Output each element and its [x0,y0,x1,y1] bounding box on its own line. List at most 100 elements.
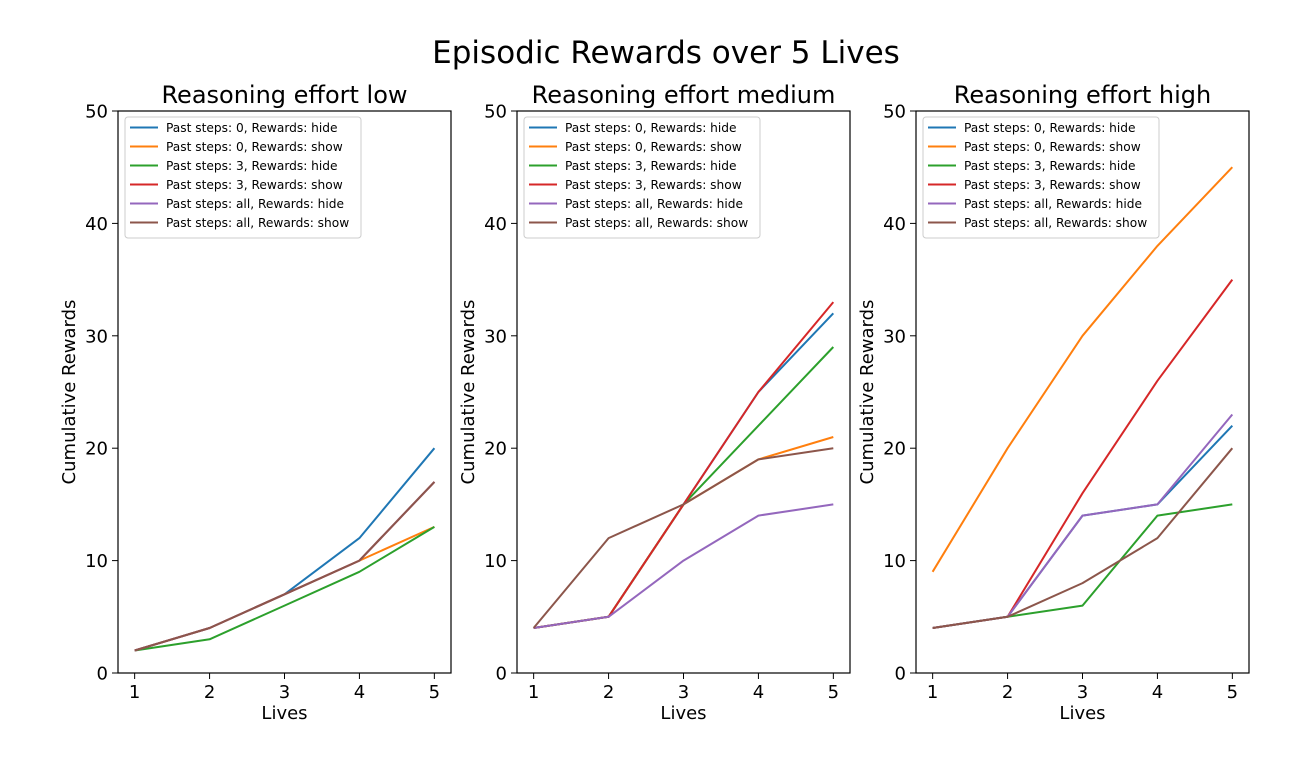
plot-frame [117,110,452,674]
x-tick-label: 1 [927,682,938,703]
y-tick-label: 30 [883,326,906,347]
series-line-5 [134,481,436,652]
legend: Past steps: 0, Rewards: hide Past steps: … [124,116,362,239]
x-tick-label: 2 [603,682,614,703]
x-tick-label: 3 [678,682,689,703]
y-tick-label: 30 [484,326,507,347]
y-tick-label: 50 [85,102,108,123]
series-lines [532,301,835,629]
x-tick-label: 5 [429,682,440,703]
x-axis: 1 2 3 4 5 [129,673,440,703]
legend-box [124,116,362,239]
x-tick-label: 4 [753,682,764,703]
series-line-1 [533,312,835,629]
y-tick-label: 40 [484,214,507,235]
legend-label: Past steps: 3, Rewards: hide [964,159,1136,173]
legend-label: Past steps: all, Rewards: hide [166,197,344,211]
legend-label: Past steps: 0, Rewards: hide [565,121,737,135]
x-tick-label: 2 [204,682,215,703]
series-line-6 [134,481,436,652]
x-tick-label: 5 [1227,682,1238,703]
y-tick-label: 10 [484,551,507,572]
series-line-6 [532,447,834,629]
y-tick-label: 0 [97,664,108,685]
y-axis: 0 10 20 30 40 50 [484,102,517,685]
series-line-3 [134,526,435,652]
plot-frame [915,110,1250,674]
panel-title: Reasoning effort medium [532,81,836,109]
panel-title: Reasoning effort high [954,81,1211,109]
x-tick-label: 3 [1077,682,1088,703]
x-tick-label: 4 [1152,682,1163,703]
x-axis-label: Lives [261,703,307,724]
series-line-2 [134,525,435,652]
legend-label: Past steps: 3, Rewards: hide [565,159,737,173]
y-tick-label: 10 [883,551,906,572]
series-line-5 [932,413,1234,629]
y-tick-label: 40 [85,214,108,235]
x-tick-label: 2 [1002,682,1013,703]
legend-label: Past steps: 0, Rewards: show [565,140,742,154]
subplot-2: Reasoning effort medium 0 10 20 30 40 50 1 2 3 4 5 L… [458,81,851,724]
legend: Past steps: 0, Rewards: hide Past steps: … [523,116,761,239]
legend-label: Past steps: all, Rewards: hide [565,197,743,211]
x-tick-label: 3 [279,682,290,703]
x-tick-label: 1 [129,682,140,703]
y-tick-label: 50 [883,102,906,123]
x-axis: 1 2 3 4 5 [927,673,1238,703]
x-tick-label: 1 [528,682,539,703]
subplot-3: Reasoning effort high 0 10 20 30 40 50 1 2 3 4 5 Liv… [857,81,1250,724]
series-line-5 [533,503,834,629]
legend-box [922,116,1160,239]
y-axis-label: Cumulative Rewards [59,300,80,485]
y-tick-label: 20 [85,439,108,460]
figure-title: Episodic Rewards over 5 Lives [432,35,900,71]
series-lines [134,447,436,652]
legend-label: Past steps: 0, Rewards: show [166,140,343,154]
legend-label: Past steps: all, Rewards: show [565,216,748,230]
y-tick-label: 0 [895,664,906,685]
series-line-1 [134,447,436,652]
y-tick-label: 10 [85,551,108,572]
panel-title: Reasoning effort low [161,81,407,109]
series-line-6 [932,447,1234,629]
y-tick-label: 20 [883,439,906,460]
legend-label: Past steps: all, Rewards: hide [964,197,1142,211]
x-tick-label: 5 [828,682,839,703]
legend-box [523,116,761,239]
y-tick-label: 30 [85,326,108,347]
plot-frame [516,110,851,674]
x-tick-label: 4 [354,682,365,703]
legend: Past steps: 0, Rewards: hide Past steps: … [922,116,1160,239]
legend-label: Past steps: 0, Rewards: hide [166,121,338,135]
x-axis-label: Lives [1059,703,1105,724]
y-tick-label: 0 [496,664,507,685]
series-line-1 [932,425,1234,629]
y-axis-label: Cumulative Rewards [857,300,878,485]
series-line-4 [134,481,436,652]
x-axis-label: Lives [660,703,706,724]
legend-label: Past steps: 3, Rewards: show [964,178,1141,192]
series-line-2 [533,436,834,629]
series-line-3 [932,503,1233,629]
series-line-4 [932,279,1234,629]
legend-label: Past steps: all, Rewards: show [166,216,349,230]
legend-label: Past steps: 3, Rewards: show [166,178,343,192]
legend-label: Past steps: 3, Rewards: show [565,178,742,192]
series-line-2 [931,166,1234,573]
subplot-1: Reasoning effort low 0 10 20 30 40 50 1 2 3 4 5 Live… [59,81,452,724]
y-axis-label: Cumulative Rewards [458,300,479,485]
series-line-3 [533,346,835,629]
series-line-4 [533,301,835,629]
y-axis: 0 10 20 30 40 50 [85,102,118,685]
legend-label: Past steps: all, Rewards: show [964,216,1147,230]
legend-label: Past steps: 0, Rewards: hide [964,121,1136,135]
y-tick-label: 20 [484,439,507,460]
x-axis: 1 2 3 4 5 [528,673,839,703]
y-tick-label: 50 [484,102,507,123]
y-axis: 0 10 20 30 40 50 [883,102,916,685]
series-lines [931,166,1234,629]
y-tick-label: 40 [883,214,906,235]
legend-label: Past steps: 0, Rewards: show [964,140,1141,154]
